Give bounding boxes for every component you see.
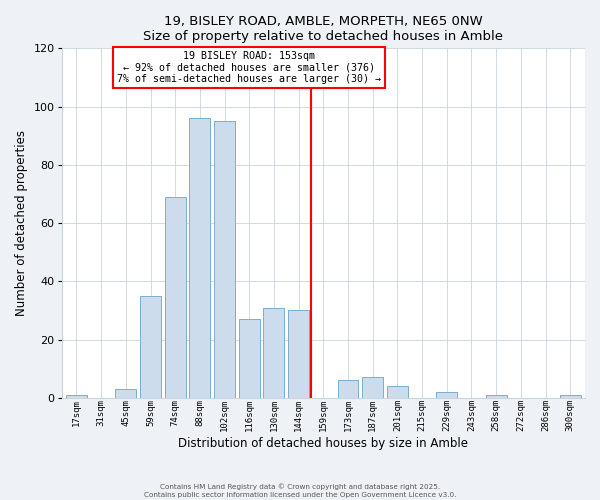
Bar [190, 118, 211, 398]
Title: 19, BISLEY ROAD, AMBLE, MORPETH, NE65 0NW
Size of property relative to detached : 19, BISLEY ROAD, AMBLE, MORPETH, NE65 0N… [143, 15, 503, 43]
Text: Contains HM Land Registry data © Crown copyright and database right 2025.
Contai: Contains HM Land Registry data © Crown c… [144, 484, 456, 498]
Bar [338, 380, 358, 398]
Bar [140, 296, 161, 398]
Y-axis label: Number of detached properties: Number of detached properties [15, 130, 28, 316]
X-axis label: Distribution of detached houses by size in Amble: Distribution of detached houses by size … [178, 437, 469, 450]
Bar [485, 395, 506, 398]
Bar [362, 378, 383, 398]
Bar [239, 319, 260, 398]
Bar [436, 392, 457, 398]
Bar [214, 121, 235, 398]
Bar [560, 395, 581, 398]
Bar [66, 395, 87, 398]
Bar [164, 197, 185, 398]
Bar [263, 308, 284, 398]
Text: 19 BISLEY ROAD: 153sqm
← 92% of detached houses are smaller (376)
7% of semi-det: 19 BISLEY ROAD: 153sqm ← 92% of detached… [117, 51, 381, 84]
Bar [115, 389, 136, 398]
Bar [288, 310, 309, 398]
Bar [387, 386, 408, 398]
